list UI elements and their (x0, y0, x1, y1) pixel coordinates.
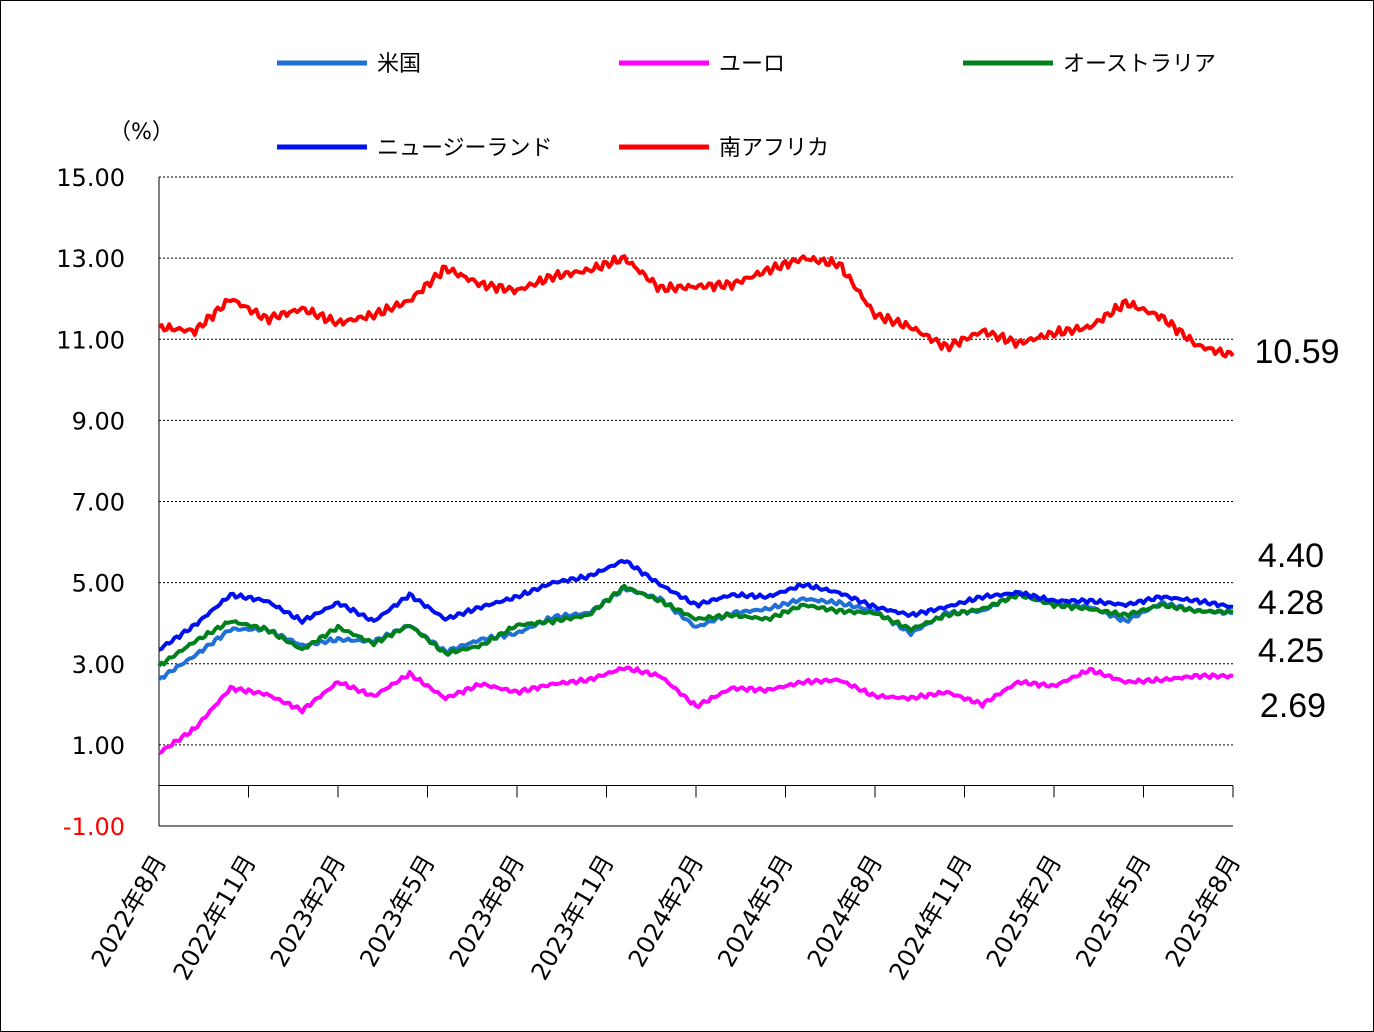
series-lines (157, 254, 1235, 755)
y-tick-label: 15.00 (56, 164, 125, 192)
y-axis-unit: （%） (109, 120, 174, 145)
x-tick-label: 2023年5月 (354, 850, 440, 972)
x-tick-label: 2024年5月 (712, 850, 798, 972)
x-tick-label: 2022年11月 (168, 850, 262, 985)
legend-label: 南アフリカ (719, 136, 829, 161)
y-tick-label: 9.00 (72, 407, 125, 435)
legend-label: 米国 (377, 52, 421, 77)
end-value-label: 4.25 (1258, 632, 1324, 670)
x-tick-label: 2025年2月 (981, 850, 1067, 972)
series-line (158, 665, 1234, 755)
x-tick-label: 2022年8月 (86, 850, 172, 972)
y-tick-label: 5.00 (72, 570, 125, 598)
end-value-label: 2.69 (1260, 687, 1326, 725)
y-tick-label: 11.00 (56, 326, 125, 354)
y-axis-ticks: 15.00 13.00 11.00 9.00 7.00 5.00 3.00 1.00 -1.00 (56, 164, 160, 841)
end-value-label: 10.59 (1254, 333, 1339, 371)
x-tick-label: 2025年5月 (1070, 850, 1156, 972)
x-tick-label: 2023年11月 (526, 850, 620, 985)
legend-label: ユーロ (719, 52, 785, 77)
legend-label: ニュージーランド (377, 136, 553, 161)
x-tick-label: 2025年8月 (1160, 850, 1246, 972)
gridlines (159, 176, 1233, 746)
series-line (158, 558, 1234, 652)
y-tick-label: 3.00 (72, 651, 125, 679)
end-labels: 10.59 4.40 4.28 4.25 2.69 (1254, 333, 1339, 725)
y-tick-label: 13.00 (56, 245, 125, 273)
end-value-label: 4.40 (1258, 537, 1324, 575)
series-line (157, 254, 1235, 359)
y-tick-label: 7.00 (72, 489, 125, 517)
x-tick-label: 2023年8月 (444, 850, 530, 972)
y-tick-label: 1.00 (72, 732, 125, 760)
end-value-label: 4.28 (1258, 584, 1324, 622)
x-tick-label: 2024年2月 (623, 850, 709, 972)
y-tick-label: -1.00 (63, 813, 125, 841)
x-tick-label: 2024年8月 (802, 850, 888, 972)
series-line (157, 583, 1234, 668)
x-tick-label: 2023年2月 (265, 850, 351, 972)
legend-label: オーストラリア (1063, 52, 1216, 77)
x-tick-label: 2024年11月 (884, 850, 978, 985)
